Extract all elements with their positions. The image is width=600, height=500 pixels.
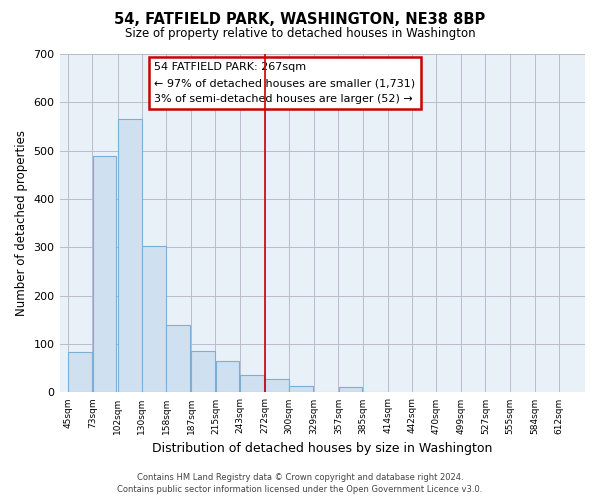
X-axis label: Distribution of detached houses by size in Washington: Distribution of detached houses by size … bbox=[152, 442, 493, 455]
Bar bbox=[142, 246, 166, 392]
Text: Contains HM Land Registry data © Crown copyright and database right 2024.
Contai: Contains HM Land Registry data © Crown c… bbox=[118, 472, 482, 494]
Text: 54, FATFIELD PARK, WASHINGTON, NE38 8BP: 54, FATFIELD PARK, WASHINGTON, NE38 8BP bbox=[115, 12, 485, 28]
Text: 54 FATFIELD PARK: 267sqm
← 97% of detached houses are smaller (1,731)
3% of semi: 54 FATFIELD PARK: 267sqm ← 97% of detach… bbox=[154, 62, 415, 104]
Bar bbox=[191, 351, 215, 393]
Bar bbox=[68, 352, 92, 393]
Bar bbox=[166, 325, 190, 392]
Bar bbox=[289, 386, 313, 392]
Text: Size of property relative to detached houses in Washington: Size of property relative to detached ho… bbox=[125, 28, 475, 40]
Bar bbox=[118, 120, 142, 392]
Bar bbox=[92, 156, 116, 392]
Y-axis label: Number of detached properties: Number of detached properties bbox=[15, 130, 28, 316]
Bar bbox=[240, 375, 263, 392]
Bar bbox=[338, 386, 362, 392]
Bar bbox=[265, 379, 289, 392]
Bar bbox=[215, 361, 239, 392]
